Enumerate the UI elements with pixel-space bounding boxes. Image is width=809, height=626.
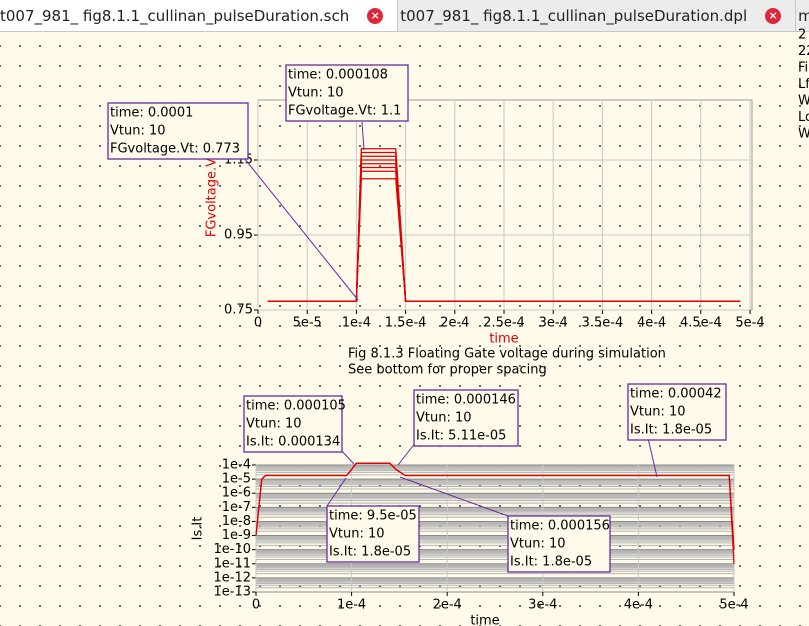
marker-text: Vtun: 10 <box>246 417 302 432</box>
tab-close[interactable]: × <box>367 7 384 24</box>
x-tick-label: 4e-4 <box>624 598 653 613</box>
y-tick-label: 1e-13 <box>213 585 251 600</box>
x-tick-label: 4e-4 <box>637 316 666 331</box>
marker-text: Vtun: 10 <box>288 86 344 101</box>
x-tick-label: 2e-4 <box>433 598 462 613</box>
x-tick-label: 4.5e-4 <box>680 316 722 331</box>
marker-text: Vtun: 10 <box>416 411 472 426</box>
y-tick-label: 0.95 <box>224 228 253 243</box>
y-tick-label: 1e-8 <box>222 514 251 529</box>
y-tick-label: 1e-5 <box>222 472 251 487</box>
marker-box <box>627 383 727 441</box>
x-tick-label: 0 <box>254 316 262 331</box>
marker-pointer <box>397 441 417 466</box>
tab-label: t007_981_ fig8.1.1_cullinan_pulseDuratio… <box>400 6 748 25</box>
tab-close[interactable]: × <box>765 7 782 24</box>
chart-caption: Fig 8.1.3 Floating Gate voltage during s… <box>348 347 666 362</box>
side-text: Lf <box>798 77 809 92</box>
tab[interactable]: t007_981_ fig8.1.1_cullinan_pulseDuratio… <box>0 0 399 31</box>
tab-bar: t007_981_ fig8.1.1_cullinan_pulseDuratio… <box>0 0 809 32</box>
x-tick-label: 5e-4 <box>735 316 764 331</box>
marker-text: Vtun: 10 <box>110 124 166 139</box>
x-tick-label: 5e-5 <box>293 316 322 331</box>
marker-box <box>507 515 611 573</box>
marker-text: FGvoltage.Vt: 1.1 <box>288 104 401 119</box>
x-tick-label: 5e-4 <box>719 598 748 613</box>
marker-box <box>107 102 249 160</box>
x-tick-label: 3e-4 <box>528 598 557 613</box>
x-tick-label: 2e-4 <box>440 316 469 331</box>
marker-box <box>285 64 409 122</box>
plot-area <box>257 99 753 311</box>
x-axis-label: time <box>489 332 518 347</box>
marker-text: time: 9.5e-05 <box>329 509 417 524</box>
marker-pointer <box>326 477 347 507</box>
data-line <box>267 178 741 303</box>
x-tick-label: 3.5e-4 <box>582 316 624 331</box>
marker-text: time: 0.000146 <box>416 393 516 408</box>
y-axis-label: FGvoltage.Vt <box>205 153 220 237</box>
side-text: 2 <box>798 28 806 43</box>
marker-pointer <box>399 476 509 517</box>
x-tick-label: 0 <box>252 598 260 613</box>
marker-pointer <box>647 437 658 478</box>
chart-caption: See bottom for proper spacing <box>348 363 547 378</box>
x-tick-label: 1e-4 <box>337 598 366 613</box>
marker-text: Is.It: 1.8e-05 <box>510 555 592 570</box>
marker-box <box>326 505 420 563</box>
side-text: 22 <box>798 44 809 59</box>
y-tick-label: 1e-6 <box>222 486 251 501</box>
marker-pointer <box>243 157 359 301</box>
y-axis-label: Is.It <box>191 517 206 541</box>
side-text: W <box>798 127 809 142</box>
y-tick-label: 1e-10 <box>213 542 251 557</box>
marker-text: time: 0.000156 <box>510 519 610 534</box>
side-text: Lo <box>798 110 809 125</box>
y-tick-label: 1e-7 <box>222 500 251 515</box>
side-text: W <box>798 94 809 109</box>
x-axis-label: time <box>470 614 499 626</box>
data-line <box>255 462 735 550</box>
tab-label: t007_981_ fig8.1.1_cullinan_pulseDuratio… <box>0 6 350 25</box>
marker-box <box>413 389 519 447</box>
x-tick-label: 1e-4 <box>342 316 371 331</box>
marker-pointer <box>361 121 365 151</box>
marker-text: time: 0.000108 <box>288 68 388 83</box>
x-tick-label: 2.5e-4 <box>483 316 525 331</box>
marker-text: FGvoltage.Vt: 0.773 <box>110 142 240 157</box>
x-tick-label: 3e-4 <box>539 316 568 331</box>
marker-text: Vtun: 10 <box>329 527 385 542</box>
marker-text: time: 0.00042 <box>630 387 722 402</box>
tab[interactable]: m0 <box>796 0 809 31</box>
marker-text: Is.It: 0.000134 <box>246 435 340 450</box>
y-tick-label: 1e-4 <box>222 458 251 473</box>
marker-text: Is.It: 1.8e-05 <box>630 423 712 438</box>
tab[interactable]: t007_981_ fig8.1.1_cullinan_pulseDuratio… <box>398 0 797 31</box>
y-tick-label: 1e-11 <box>213 556 251 571</box>
marker-text: Vtun: 10 <box>630 405 686 420</box>
y-tick-label: 0.75 <box>224 303 253 318</box>
tab-label: m0 <box>798 7 809 25</box>
marker-text: Is.It: 5.11e-05 <box>416 429 506 444</box>
side-text: Fi <box>798 61 808 76</box>
marker-text: Vtun: 10 <box>510 537 566 552</box>
marker-box <box>243 395 343 453</box>
marker-text: Is.It: 1.8e-05 <box>329 545 411 560</box>
marker-text: time: 0.0001 <box>110 106 193 121</box>
y-tick-label: 1e-12 <box>213 570 251 585</box>
x-tick-label: 1.5e-4 <box>385 316 427 331</box>
y-tick-label: 1e-9 <box>222 528 251 543</box>
marker-text: time: 0.000105 <box>246 399 346 414</box>
